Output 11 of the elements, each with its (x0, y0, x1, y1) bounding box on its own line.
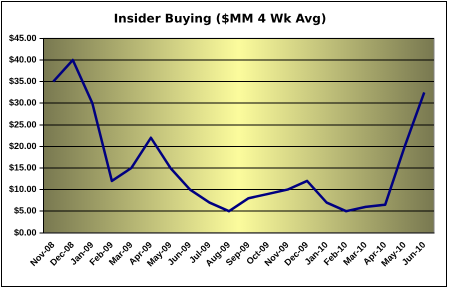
y-tick-label: $25.00 (8, 119, 37, 130)
y-tick-label: $10.00 (8, 184, 37, 194)
y-tick-label: $40.00 (8, 54, 37, 64)
y-tick-label: $5.00 (14, 206, 37, 216)
y-tick-label: $0.00 (14, 227, 37, 238)
chart-title: Insider Buying ($MM 4 Wk Avg) (114, 11, 326, 26)
y-tick-label: $15.00 (8, 162, 37, 172)
y-tick-label: $30.00 (8, 98, 37, 108)
y-tick-label: $20.00 (8, 140, 37, 151)
y-tick-label: $45.00 (8, 32, 37, 43)
y-tick-label: $35.00 (8, 76, 37, 86)
